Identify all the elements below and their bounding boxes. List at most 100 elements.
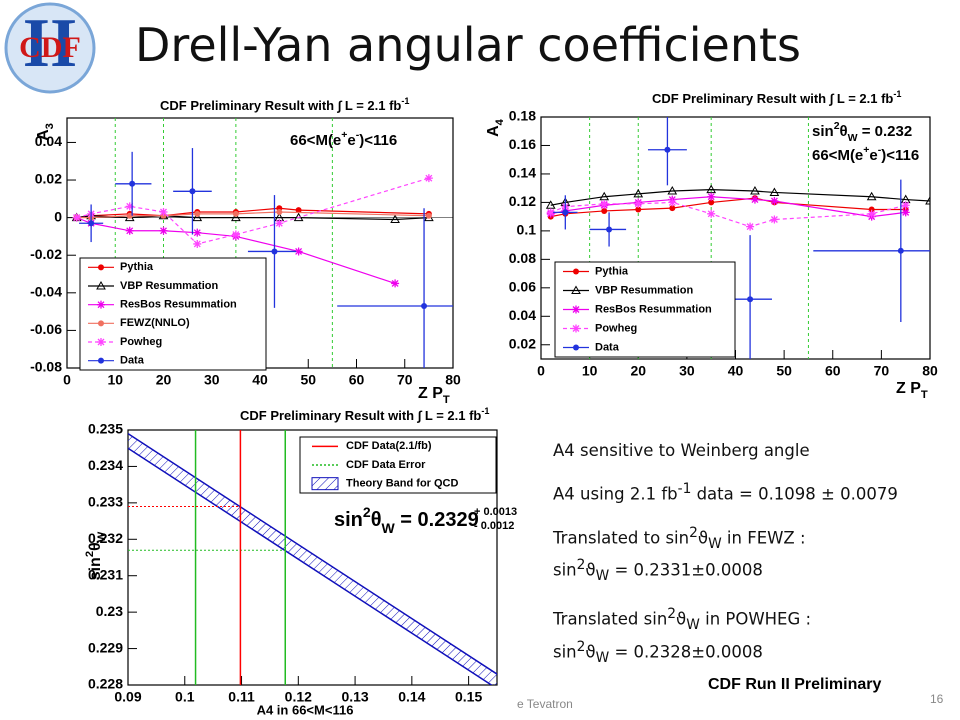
marker [159,226,168,235]
x-axis-label: A4 in 66<M<116 [257,702,354,717]
x-tick-label: 70 [874,363,890,379]
sub-part: W [708,535,722,552]
y-tick-label: 0.06 [509,279,536,295]
chart-title-sup: -1 [401,96,409,106]
y-axis-label-sub: W [96,531,108,542]
y-tick-label: 0.18 [509,108,536,124]
y-tick-label: 0.16 [509,136,536,152]
text-part: = 0.2328±0.0008 [609,642,763,662]
marker [125,202,134,211]
x-axis-label-part: Z P [896,380,921,397]
marker [72,213,81,222]
y-tick-label: 0.23 [96,603,123,619]
legend-label: CDF Data(2.1/fb) [346,440,432,452]
band-edge [128,433,497,675]
chart-title: CDF Preliminary Result with ∫ L = 2.1 fb… [160,96,409,113]
x-tick-label: 0.14 [398,689,425,705]
marker [571,285,581,294]
y-tick-label: 0.04 [35,133,62,149]
x-axis-label-sub: T [921,389,928,401]
annotation-error: + 0.0013 [474,506,517,518]
marker [425,212,432,219]
y-tick-label: -0.08 [30,359,62,375]
legend-label: ResBos Resummation [120,299,237,311]
x-tick-label: 70 [397,372,413,388]
annotation-part: θ [371,509,382,531]
text-part: A4 sensitive to Weinberg angle [553,441,810,460]
y-tick-label: 0.12 [509,193,536,209]
marker [126,212,133,219]
bullet: A4 sensitive to Weinberg angle [553,440,898,462]
series-line [76,177,430,245]
x-tick-label: 10 [107,372,123,388]
bullet: Translated to sin2ϑW in FEWZ : sin2ϑW = 0… [553,522,898,588]
text-part: sin [553,560,577,580]
annotation-sup: + [341,129,347,141]
y-axis-label-sub: 3 [44,123,56,129]
chart-title-sup: -1 [481,406,489,416]
logo-text: CDF [19,31,81,64]
x-tick-label: 0.1 [175,689,195,705]
marker [231,212,241,222]
legend-label: Powheg [120,336,162,348]
marker [901,208,910,217]
theory-band [128,433,497,685]
legend-label: Pythia [120,261,154,273]
marker [562,209,569,216]
x-tick-label: 60 [349,372,365,388]
marker [194,210,201,217]
y-tick-label: 0.02 [509,335,536,351]
marker [129,180,136,187]
y-tick-label: 0.1 [517,222,537,238]
marker [633,188,644,198]
annotation: 66<M(e+e-)<116 [812,144,919,164]
annotation-sub: W [848,132,858,144]
annotation-part: 66<M(e [290,132,341,149]
chart-title-sup: -1 [893,89,901,99]
y-axis-label-sup: 2 [84,551,96,557]
text-part: ϑ [585,560,596,580]
y-axis-label-part: θ [87,542,104,551]
x-tick-label: 50 [776,363,792,379]
legend-label: VBP Resummation [595,284,693,296]
marker [867,209,876,218]
marker [232,210,239,217]
chart-title-part: CDF Preliminary Result with ∫ L = 2.1 fb [160,98,401,113]
marker [192,212,203,222]
x-tick-label: 30 [204,372,220,388]
text-part: ϑ [585,642,596,662]
x-tick-label: 40 [728,363,744,379]
y-axis-label: sin2θW [84,531,108,580]
x-tick-label: 30 [679,363,695,379]
text-part: = 0.2331±0.0008 [609,560,763,580]
text-part: Translated sin [553,609,668,629]
y-tick-label: -0.06 [30,321,62,337]
y-tick-label: 0.233 [88,494,123,510]
marker [668,198,677,207]
x-tick-label: 60 [825,363,841,379]
y-tick-label: -0.02 [30,246,62,262]
marker [747,296,754,303]
marker [606,226,613,233]
y-tick-label: 0.14 [509,165,536,181]
marker [599,191,610,201]
marker [391,279,400,288]
marker [276,208,283,215]
marker [750,195,759,204]
text-part: in POWHEG : [699,609,812,629]
preliminary-note: CDF Run II Preliminary [708,676,882,693]
sub-part: W [595,649,610,666]
legend-swatch [311,477,339,491]
y-tick-label: 0.04 [509,307,536,323]
slide-title: Drell-Yan angular coefficients [135,18,801,72]
marker [275,219,284,228]
legend-label: Data [120,355,145,367]
marker [193,239,202,248]
annotation: sin2θW = 0.232 [812,120,912,144]
text-part: ϑ [697,528,709,547]
marker [98,357,104,364]
marker [601,207,608,214]
y-tick-label: -0.04 [30,284,62,300]
marker [669,205,676,212]
